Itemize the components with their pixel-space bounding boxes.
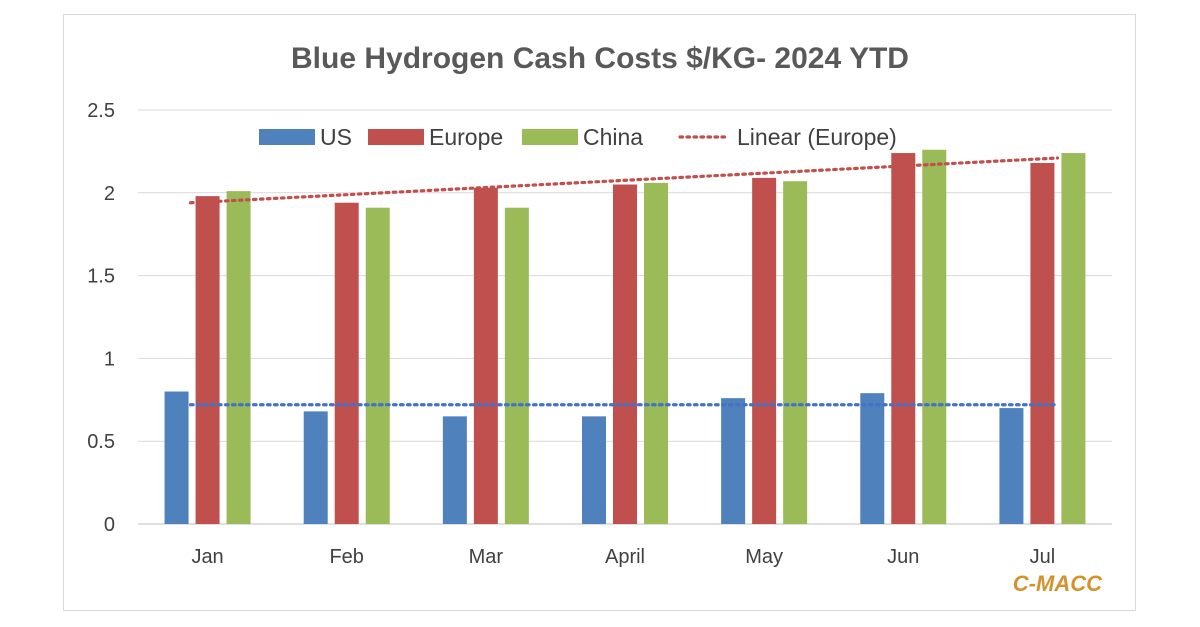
- bar-europe-feb: [334, 202, 359, 524]
- legend-label: China: [583, 124, 643, 150]
- x-tick-label: Mar: [469, 546, 504, 568]
- bar-china-jun: [922, 149, 947, 524]
- x-tick-label: May: [745, 546, 783, 568]
- bar-us-jun: [860, 393, 885, 524]
- bar-europe-jun: [891, 153, 916, 524]
- bar-europe-mar: [473, 187, 498, 524]
- legend-swatch-china: [522, 129, 578, 145]
- legend-label: US: [320, 124, 352, 150]
- x-tick-label: April: [605, 546, 645, 568]
- x-tick-label: Jul: [1030, 546, 1056, 568]
- x-tick-label: Jun: [887, 546, 919, 568]
- y-tick-label: 1.5: [87, 266, 115, 288]
- y-tick-label: 2: [104, 183, 115, 205]
- bar-us-jul: [999, 408, 1024, 524]
- bar-us-jan: [164, 391, 189, 524]
- bar-europe-april: [613, 184, 637, 524]
- legend-swatch-europe: [368, 129, 424, 145]
- y-tick-label: 2.5: [87, 100, 115, 122]
- chart-title: Blue Hydrogen Cash Costs $/KG- 2024 YTD: [291, 42, 909, 75]
- bar-china-april: [644, 182, 668, 524]
- bar-europe-may: [752, 177, 777, 524]
- legend-label: Linear (Europe): [737, 124, 897, 150]
- y-tick-label: 0.5: [87, 431, 115, 453]
- bar-china-mar: [504, 207, 529, 525]
- x-tick-label: Jan: [191, 546, 223, 568]
- bar-europe-jul: [1030, 162, 1055, 524]
- bar-china-jan: [226, 191, 251, 525]
- bar-us-april: [582, 416, 606, 524]
- y-tick-label: 1: [104, 348, 115, 370]
- bar-us-may: [721, 398, 746, 524]
- bar-us-mar: [442, 416, 467, 524]
- chart-frame: Blue Hydrogen Cash Costs $/KG- 2024 YTD …: [63, 14, 1136, 611]
- legend-label: Europe: [429, 124, 503, 150]
- x-tick-label: Feb: [329, 546, 363, 568]
- bar-europe-jan: [195, 196, 220, 524]
- legend-swatch-us: [259, 129, 315, 145]
- bar-china-feb: [365, 207, 390, 525]
- bar-china-may: [783, 181, 808, 524]
- y-tick-label: 0: [104, 514, 115, 536]
- bar-us-feb: [303, 411, 328, 524]
- bar-china-jul: [1061, 153, 1086, 524]
- source-watermark: C-MACC: [1013, 571, 1103, 596]
- trendline-europe: [188, 156, 1060, 205]
- chart: Blue Hydrogen Cash Costs $/KG- 2024 YTD …: [87, 42, 1112, 596]
